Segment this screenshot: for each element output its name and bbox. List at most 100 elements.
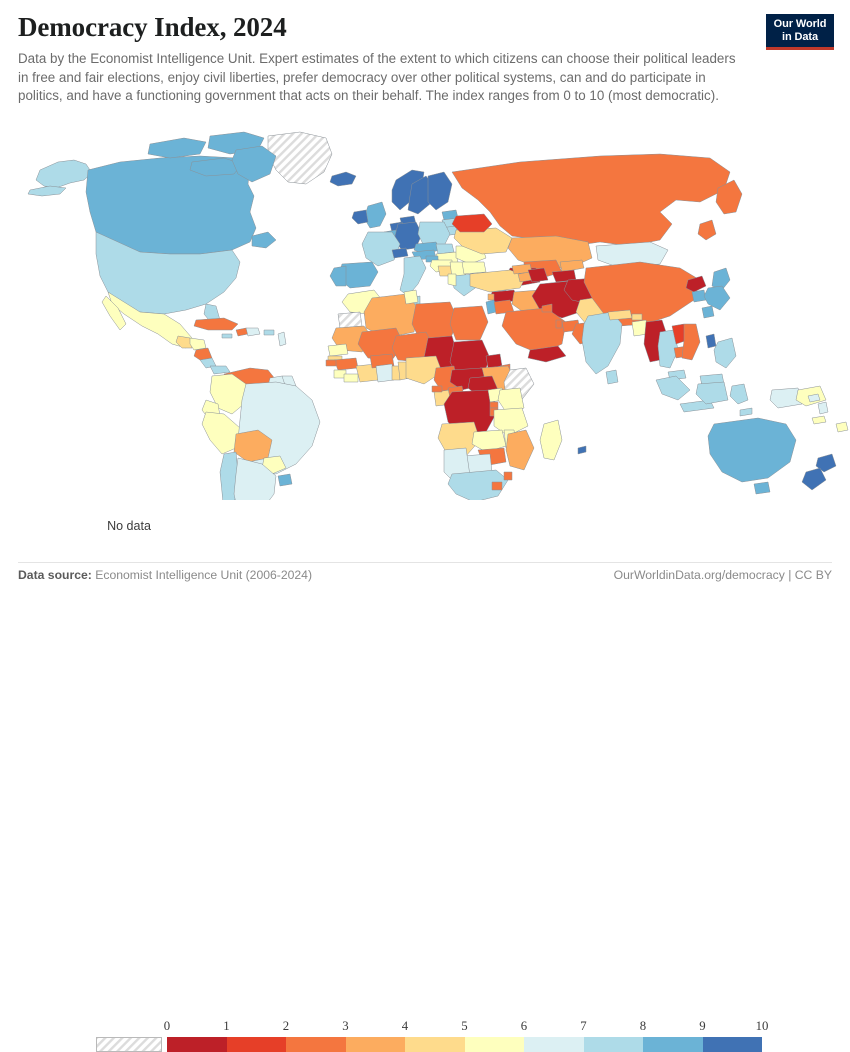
legend-bin-9-10[interactable] [702,1037,762,1052]
country-taiwan [705,333,717,349]
country-indonesia-sulawesi [729,383,749,405]
country-dominican-republic [245,327,261,337]
owid-logo-line2: in Data [782,30,818,43]
country-lesotho [491,481,503,491]
country-mauritius [577,445,587,455]
country-ghana [375,363,395,383]
owid-logo[interactable]: Our World in Data [766,14,834,50]
country-rwanda [489,401,499,409]
legend-bin-7-8[interactable] [583,1037,643,1052]
legend-tick-3: 3 [342,1019,349,1033]
country-mozambique [505,429,535,471]
legend-tick-5: 5 [461,1019,468,1033]
country-guinea [333,357,359,371]
footer-divider [18,562,832,563]
legend-bin-5-6[interactable] [464,1037,524,1052]
legend-bin-1-2[interactable] [226,1037,286,1052]
country-honduras [189,337,207,351]
country-bhutan [631,313,643,321]
chart-subtitle: Data by the Economist Intelligence Unit.… [18,51,736,104]
chart-header: Democracy Index, 2024 Data by the Econom… [18,10,832,106]
country-new-zealand-south [801,467,827,491]
country-vanuatu [817,401,829,415]
country-mongolia [595,241,669,269]
country-sweden [407,175,435,215]
legend-no-data-swatch[interactable] [96,1037,162,1052]
country-jamaica [221,333,233,339]
country-kyrgyzstan [559,259,585,273]
country-switzerland [391,247,409,259]
country-bulgaria [461,261,487,275]
country-united-kingdom [363,201,387,229]
page-title: Democracy Index, 2024 [18,12,287,42]
legend-bin-8-9[interactable] [643,1037,703,1052]
legend-tick-6: 6 [520,1019,528,1033]
world-map[interactable] [0,128,850,500]
country-united-states-aleutians [27,185,67,197]
legend-tick-8: 8 [639,1019,647,1033]
country-nepal [607,309,633,321]
country-france [361,231,401,267]
country-tunisia [403,289,419,305]
chart-credit[interactable]: OurWorldinData.org/democracy | CC BY [613,568,832,582]
country-indonesia-sumatra [655,375,691,401]
legend-tick-4: 4 [401,1019,409,1033]
country-colombia [209,373,247,415]
data-source-label: Data source: [18,568,92,582]
country-new-caledonia [811,415,827,425]
country-tanzania [493,407,529,437]
country-new-zealand-north [815,453,837,473]
country-eritrea [485,353,503,369]
legend-tick-1: 1 [223,1019,230,1033]
country-philippines [713,337,737,369]
legend-color-bins[interactable] [167,1037,762,1052]
country-guinea-bissau [325,359,337,367]
country-canada-arctic-1 [147,137,207,159]
country-belarus [451,213,493,233]
country-western-sahara [337,311,363,329]
country-russia-kamchatka [715,179,743,215]
country-eswatini [503,471,513,481]
data-source: Data source: Economist Intelligence Unit… [18,568,312,582]
country-liberia [343,373,359,383]
legend-bin-2-3[interactable] [286,1037,346,1052]
country-china [583,261,701,327]
legend-bin-6-7[interactable] [524,1037,584,1052]
country-cuba [193,317,239,331]
country-qatar [555,319,563,329]
country-uruguay [277,473,293,487]
country-guatemala [175,335,193,349]
country-canada-newfoundland [251,231,277,249]
country-ireland [351,209,369,225]
country-portugal [329,265,347,287]
legend-tick-labels: 0 1 2 3 4 5 6 7 8 9 10 [163,1019,769,1035]
country-canada-arctic-3 [189,157,243,177]
country-greenland [267,131,333,185]
country-senegal [327,343,349,357]
country-yemen [527,345,567,363]
legend-tick-0: 0 [163,1019,171,1033]
country-mexico-baja [101,295,127,331]
country-puerto-rico [263,329,275,336]
country-united-states-alaska [35,159,93,189]
chart-footer: Data source: Economist Intelligence Unit… [18,568,832,588]
owid-logo-line1: Our World [773,18,827,31]
country-north-korea [685,275,707,293]
country-solomon-islands [807,393,821,403]
country-australia-tasmania [753,481,771,495]
country-equatorial-guinea [431,385,443,393]
country-indonesia-borneo [695,381,729,405]
legend-bin-3-4[interactable] [345,1037,405,1052]
country-japan-honshu [703,285,731,311]
country-albania [447,273,457,287]
map-countries [27,131,849,500]
country-ukraine [453,227,513,255]
legend-bin-4-5[interactable] [405,1037,465,1052]
country-japan [711,267,731,291]
country-peru [201,411,241,455]
country-mexico [107,291,193,349]
country-japan-kyushu [701,305,715,319]
legend-bin-0-1[interactable] [167,1037,227,1052]
country-fiji [835,421,849,433]
country-turkey [469,269,527,293]
